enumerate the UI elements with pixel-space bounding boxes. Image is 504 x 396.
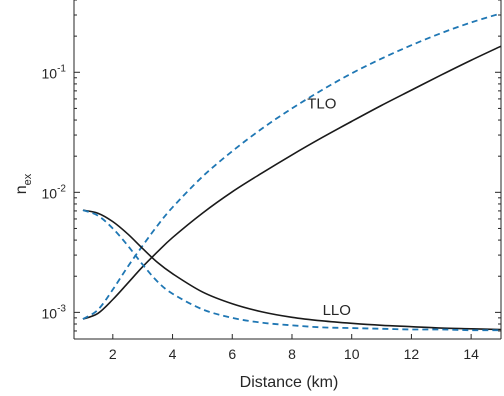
plot-axes bbox=[73, 0, 502, 340]
x-tick-label: 12 bbox=[404, 346, 420, 362]
annotations: TLO LLO bbox=[307, 95, 351, 319]
annotation-tlo: TLO bbox=[307, 95, 336, 112]
y-axis-label-sub: ex bbox=[22, 173, 34, 185]
solid-series-line-3 bbox=[82, 209, 502, 331]
x-tick-label: 2 bbox=[109, 346, 117, 362]
y-tick-label: 10-1 bbox=[42, 63, 67, 81]
dashed-series-line-4 bbox=[82, 209, 502, 332]
annotation-llo: LLO bbox=[323, 302, 351, 319]
x-tick-label: 10 bbox=[344, 346, 360, 362]
x-tick-label: 6 bbox=[228, 346, 236, 362]
y-axis-label: nex bbox=[13, 173, 34, 194]
x-tick-label: 14 bbox=[463, 346, 479, 362]
dashed-series-line-2 bbox=[82, 12, 502, 320]
plot-lines bbox=[82, 12, 502, 332]
solid-series-line-1 bbox=[82, 45, 502, 320]
y-tick-label: 10-2 bbox=[42, 183, 67, 201]
x-tick-label: 8 bbox=[288, 346, 296, 362]
y-axis-label-base: n bbox=[13, 185, 30, 194]
y-tick-label: 10-3 bbox=[42, 303, 67, 321]
x-tick-label: 4 bbox=[169, 346, 177, 362]
tick-labels: 2 4 6 8 10 12 14 10-3 10-2 10-1 bbox=[42, 63, 480, 362]
x-axis-label: Distance (km) bbox=[240, 374, 339, 391]
